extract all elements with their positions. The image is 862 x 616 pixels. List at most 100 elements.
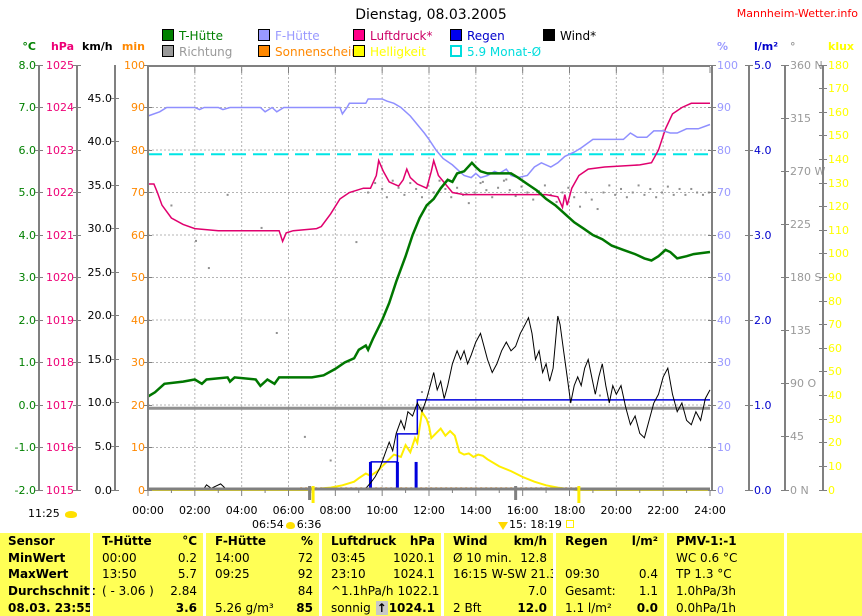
legend-label: Helligkeit [370,45,426,59]
table-cell-label: 1.0hPa/3h [676,584,737,599]
table-cell-label: 14:00 [215,550,250,565]
richtung-dot [409,182,412,185]
x-axis-label: 12:00 [413,504,445,517]
richtung-dot [479,182,482,185]
axis-tick-label: -1.0 [14,441,36,454]
axis-tick [819,489,827,491]
table-cell: 14:00 72 [206,550,319,567]
axis-tick [819,300,827,302]
axis-tick-label: 4.0 [18,228,37,242]
richtung-dot [473,191,476,194]
axis-tick [111,489,119,491]
axis-tick [144,404,152,406]
small-sun-icon [65,511,78,518]
axis-tick-label: 7.0 [18,101,37,114]
table-cell: 2 Bft 12.0 [444,599,553,616]
axis-tick-label: 270 W [790,164,826,178]
axis-tick [73,404,81,406]
richtung-dot [303,435,306,438]
axis-tick-label: 100 [828,247,849,261]
axis-tick [708,447,716,448]
axis-tick [819,229,827,231]
axis-tick [35,107,43,108]
axis-tick [781,170,789,172]
series-t-h-tte [147,160,711,398]
axis-tick-label: 170 [828,82,849,96]
x-axis-label: 10:00 [366,504,398,517]
legend-item-t-h-tte: T-Hütte [162,29,223,43]
axis-tick-label: 70 [131,186,145,199]
table-cell-value: 0.2 [177,550,197,565]
richtung-dot [602,191,605,194]
series-helligkeit [148,409,710,491]
axis-tick [73,277,81,278]
axis-tick-label: 40.0 [87,135,113,149]
axis-tick [819,371,827,373]
axis-tick-label: 0 [717,483,724,497]
axis-tick [111,97,119,99]
sun-down-icon [498,522,508,530]
axis-tick [708,362,716,363]
axis-tick [819,182,827,184]
richtung-dot [649,187,652,190]
axis-tick-label: 1.0 [18,356,37,369]
axis-tick-label: 120 [828,200,849,214]
richtung-dot [403,193,406,196]
table-cell: 5.26 g/m³ 85 [206,599,319,616]
x-axis-label: 00:00 [132,504,164,517]
axis-tick-label: 0 [828,483,835,497]
axis-tick-label: 90 O [790,377,817,391]
axis-tick [708,277,716,278]
axis-tick-label: 6.0 [18,143,37,157]
richtung-dot [672,193,675,196]
richtung-dot [432,191,435,194]
axis-tick-label: 150 [828,129,849,143]
legend-swatch-icon [162,45,174,57]
table-cell-label: 1.1 l/m² [565,600,612,615]
axis-tick [745,64,753,66]
axis-tick-label: 1.0 [754,398,772,412]
table-cell: 1.1 l/m² 0.0 [556,599,664,616]
axis-tick [745,404,753,406]
axis-tick [144,277,152,278]
table-cell: 03:45 1020.1 [322,550,441,567]
richtung-dot [226,193,229,196]
axis-tick-label: 50 [131,271,145,284]
richtung-dot [195,239,198,242]
table-row-label: MaxWert [8,567,69,582]
legend-item-f-h-tte: F-Hütte [258,29,320,43]
axis-tick-label: 50 [828,365,842,379]
table-cell: 84 [206,583,319,600]
open-square-icon [565,520,574,528]
axis-tick-label: 10 [131,441,145,454]
axis-tick-label: 1021 [46,228,74,242]
axis-tick [144,489,152,491]
richtung-dot [590,198,593,201]
axis-tick [819,135,827,137]
axis-tick [111,228,119,230]
table-row-label: 08.03. 23:55 [8,600,93,615]
table-cell: 23:10 1024.1 [322,566,441,583]
axis-tick [745,149,753,151]
axis-tick [708,64,716,66]
axis-tick [73,64,81,66]
richtung-dot [555,200,558,203]
axis-tick [111,141,119,143]
axis-tick-label: 0.0 [94,483,113,497]
brand-link[interactable]: Mannheim-Wetter.info [736,7,858,20]
axis-tick [73,149,81,151]
axis-tick-label: 35.0 [87,178,113,192]
richtung-dot [420,391,423,394]
richtung-dot [543,184,546,187]
axis-tick [708,192,716,193]
legend-label: T-Hütte [179,29,223,43]
axis-tick-label: 90 [131,101,145,114]
axis-tick [144,107,152,108]
table-cell-value: 85 [296,600,313,615]
table-column-header: Luftdruck hPa [331,534,435,549]
axis-tick [35,319,43,321]
axis-tick-label: 2.0 [18,313,37,327]
table-cell-value: 1020.1 [393,550,435,565]
axis-tick-label: 60 [828,341,842,355]
axis-tick-label: 60 [131,228,145,242]
